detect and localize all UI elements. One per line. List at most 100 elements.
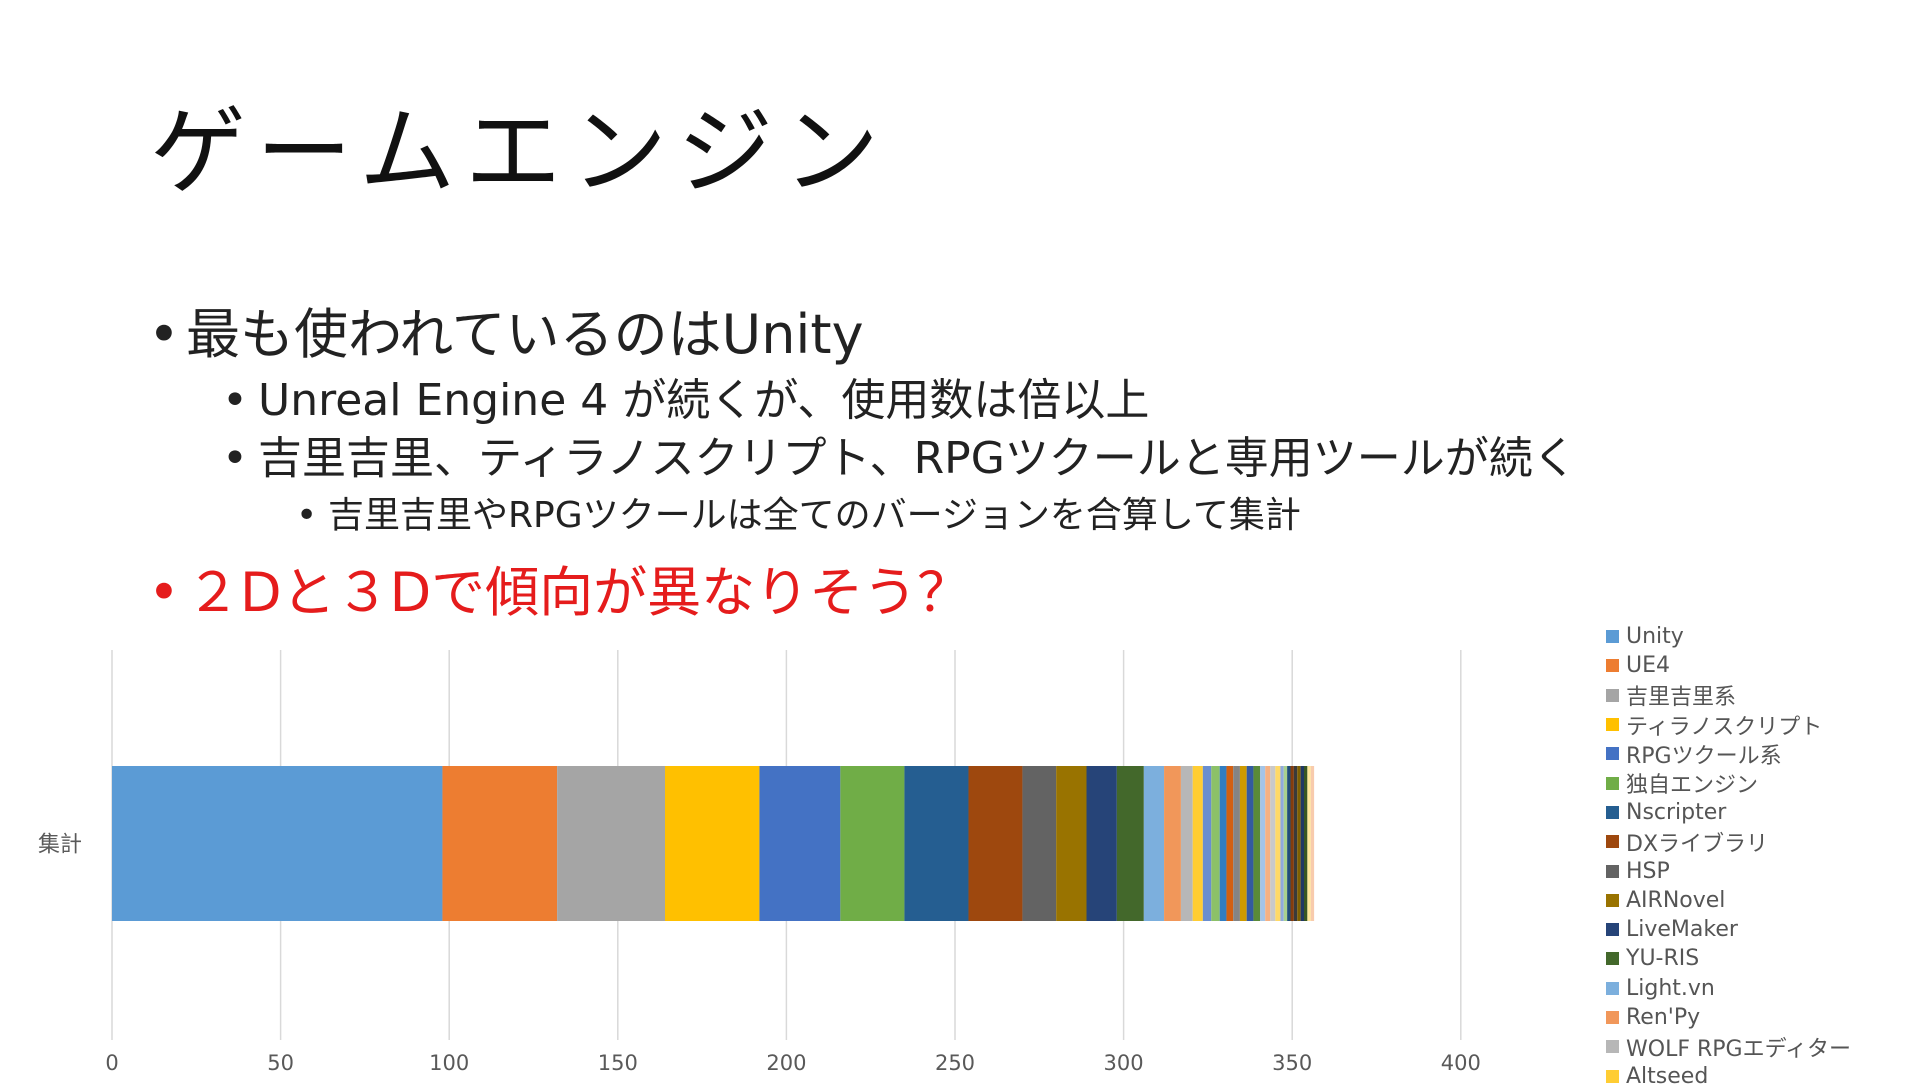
bar-segment <box>665 766 760 921</box>
bullet-text: ２Dと３Dで傾向が異なりそう？ <box>186 561 972 624</box>
legend-label: ティラノスクリプト <box>1626 714 1823 740</box>
bar-segment <box>1056 766 1087 921</box>
bar-segment <box>1239 766 1247 921</box>
legend-swatch <box>1606 952 1619 966</box>
legend-item: 独自エンジン <box>1606 768 1851 799</box>
legend-swatch <box>1606 835 1619 849</box>
bar-segment <box>1270 766 1276 921</box>
bullet-item: • Unreal Engine 4 が続くが、使用数は倍以上 <box>222 364 1149 428</box>
x-tick-label: 250 <box>935 1051 975 1075</box>
legend-item: ティラノスクリプト <box>1606 710 1851 740</box>
legend-swatch <box>1606 1011 1619 1024</box>
legend-label: Light.vn <box>1626 975 1715 1001</box>
bar-segment <box>1293 766 1298 921</box>
x-tick-label: 0 <box>105 1051 118 1075</box>
bullet-dot-icon: • <box>222 375 248 426</box>
legend-label: HSP <box>1626 858 1670 884</box>
bullet-dot-icon: • <box>148 561 180 624</box>
legend-item: Light.vn <box>1606 974 1851 1003</box>
bullet-item: • 吉里吉里、ティラノスクリプト、RPGツクールと専用ツールが続く <box>222 422 1577 486</box>
stacked-bar-chart: 0 50 100 150 200 250 300 350 400 集計 <box>38 650 1481 1075</box>
legend-item: AIRNovel <box>1606 886 1851 915</box>
legend-label: WOLF RPGエディター <box>1626 1036 1852 1062</box>
bar-segment <box>1164 766 1181 921</box>
legend-label: DXライブラリ <box>1626 831 1769 857</box>
bar-segment <box>1300 766 1305 921</box>
legend-swatch <box>1606 923 1619 937</box>
legend-swatch <box>1606 981 1619 995</box>
bar-segment <box>1086 766 1117 921</box>
legend-label: RPGツクール系 <box>1626 743 1782 769</box>
legend-item: Ren'Py <box>1606 1003 1851 1032</box>
bullet-dot-icon: • <box>296 495 318 536</box>
legend-swatch <box>1606 1040 1619 1054</box>
x-tick-label: 350 <box>1272 1051 1312 1075</box>
legend-label: YU-RIS <box>1626 946 1700 972</box>
bar-segment <box>1290 766 1294 921</box>
bar-segment <box>1180 766 1193 921</box>
bar-segment <box>1226 766 1234 921</box>
bar-segment <box>1287 766 1291 921</box>
legend-swatch <box>1606 805 1619 819</box>
bar-segment <box>442 766 558 921</box>
legend-label: Unity <box>1626 624 1684 650</box>
legend-label: Nscripter <box>1626 799 1727 825</box>
legend-item: LiveMaker <box>1606 915 1851 944</box>
x-tick-label: 300 <box>1104 1051 1144 1075</box>
bar-segment <box>1202 766 1212 921</box>
bullet-dot-icon: • <box>222 433 248 484</box>
legend-swatch <box>1606 776 1619 790</box>
slide-title: ゲームエンジン <box>150 96 890 208</box>
bar-segment <box>1280 766 1284 921</box>
legend-item: Altseed <box>1606 1061 1851 1090</box>
bar-segment <box>968 766 1023 921</box>
bar-segment <box>1275 766 1281 921</box>
legend-swatch <box>1606 893 1619 907</box>
bar-segment <box>1246 766 1254 921</box>
bullet-text: 吉里吉里やRPGツクールは全てのバージョンを合算して集計 <box>328 495 1301 536</box>
bar-segment <box>1211 766 1220 921</box>
bar-segment <box>1192 766 1203 921</box>
bullet-text: Unreal Engine 4 が続くが、使用数は倍以上 <box>258 375 1150 426</box>
legend-item: YU-RIS <box>1606 944 1851 973</box>
bar-segment <box>759 766 841 921</box>
bullet-text: 最も使われているのはUnity <box>186 303 864 366</box>
legend-swatch <box>1606 1069 1619 1083</box>
bar-segment <box>112 766 443 921</box>
bar-segment <box>1116 766 1144 921</box>
legend-swatch <box>1606 659 1619 673</box>
bullet-item: • 最も使われているのはUnity <box>148 290 864 369</box>
bar-segment <box>1265 766 1271 921</box>
bar-segment <box>904 766 969 921</box>
legend-swatch <box>1606 864 1619 878</box>
legend-label: Ren'Py <box>1626 1005 1701 1030</box>
x-tick-label: 50 <box>267 1051 294 1075</box>
chart-legend: Unity UE4 吉里吉里系ティラノスクリプト RPGツクール系 独自エンジン Nscr… <box>1606 622 1851 1091</box>
category-label: 集計 <box>38 833 82 858</box>
bullet-text: 吉里吉里、ティラノスクリプト、RPGツクールと専用ツールが続く <box>258 433 1577 484</box>
legend-label: 独自エンジン <box>1626 773 1759 799</box>
legend-swatch <box>1606 747 1619 761</box>
legend-label: LiveMaker <box>1626 917 1738 943</box>
legend-item: UE4 <box>1606 651 1851 680</box>
bar-segment <box>1143 766 1165 921</box>
legend-label: 吉里吉里系 <box>1626 685 1737 711</box>
legend-item: WOLF RPGエディター <box>1606 1032 1852 1062</box>
legend-label: UE4 <box>1626 653 1670 679</box>
legend-swatch <box>1606 688 1619 702</box>
legend-item: HSP <box>1606 856 1851 885</box>
legend-item: Nscripter <box>1606 798 1851 827</box>
bar-segment <box>1022 766 1057 921</box>
x-tick-label: 150 <box>598 1051 638 1075</box>
x-tick-label: 400 <box>1441 1051 1481 1075</box>
legend-swatch <box>1606 630 1619 644</box>
x-tick-label: 200 <box>766 1051 806 1075</box>
legend-item: 吉里吉里系 <box>1606 681 1851 710</box>
legend-item: Unity <box>1606 622 1851 651</box>
legend-swatch <box>1606 718 1619 732</box>
legend-label: AIRNovel <box>1626 887 1726 913</box>
legend-item: DXライブラリ <box>1606 827 1851 857</box>
bar-segment <box>1304 766 1308 921</box>
legend-label: Altseed <box>1626 1063 1709 1089</box>
bar-segment <box>557 766 666 921</box>
